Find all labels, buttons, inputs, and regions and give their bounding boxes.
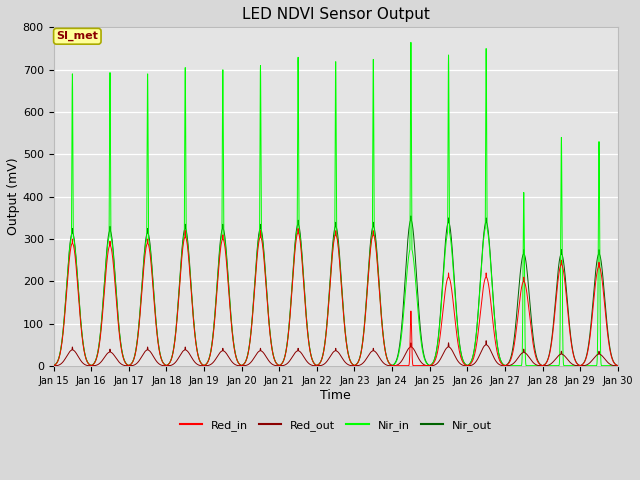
Text: SI_met: SI_met	[56, 31, 99, 41]
Title: LED NDVI Sensor Output: LED NDVI Sensor Output	[242, 7, 429, 22]
Y-axis label: Output (mV): Output (mV)	[7, 158, 20, 236]
X-axis label: Time: Time	[320, 388, 351, 402]
Legend: Red_in, Red_out, Nir_in, Nir_out: Red_in, Red_out, Nir_in, Nir_out	[175, 416, 496, 435]
